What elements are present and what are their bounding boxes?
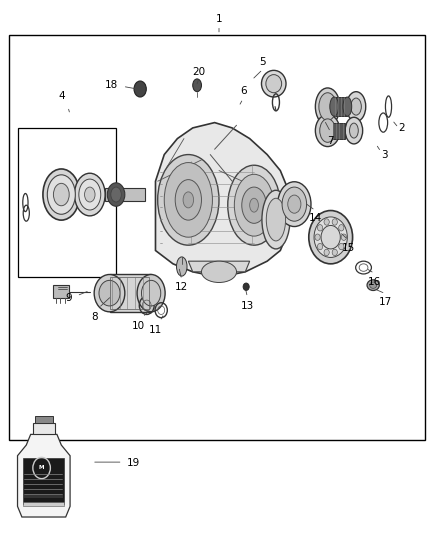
Ellipse shape [94,274,125,312]
Bar [328,100,356,113]
Ellipse shape [111,187,121,202]
Ellipse shape [367,280,379,290]
Circle shape [339,224,344,231]
Text: 3: 3 [381,150,388,159]
Ellipse shape [309,211,353,264]
Ellipse shape [319,93,336,120]
Text: 1: 1 [215,14,223,24]
Ellipse shape [315,115,340,147]
Text: M: M [39,465,44,471]
Bar [53,285,69,298]
Ellipse shape [370,282,377,288]
Ellipse shape [74,173,105,216]
Text: 16: 16 [368,277,381,287]
Bar [18,128,116,277]
Ellipse shape [343,97,352,116]
Ellipse shape [234,174,274,236]
Circle shape [324,219,329,225]
Text: 17: 17 [379,297,392,308]
Ellipse shape [141,280,161,306]
Bar [23,502,64,506]
Ellipse shape [314,217,347,257]
Ellipse shape [107,183,125,206]
Ellipse shape [261,70,286,97]
Text: 9: 9 [66,294,72,303]
Text: 8: 8 [91,312,98,322]
Circle shape [318,224,323,231]
Bar [24,495,63,498]
Ellipse shape [278,182,311,227]
Ellipse shape [177,257,187,276]
Ellipse shape [282,187,307,221]
Ellipse shape [262,190,290,249]
Polygon shape [155,123,287,277]
Bar [110,274,151,312]
Ellipse shape [346,92,366,122]
Bar [105,188,145,201]
Ellipse shape [351,98,361,115]
Text: 2: 2 [399,123,405,133]
Text: 10: 10 [131,321,145,331]
Ellipse shape [183,192,194,208]
Ellipse shape [164,163,212,237]
Text: 13: 13 [241,301,254,311]
Circle shape [318,244,323,250]
Ellipse shape [345,117,363,144]
Text: 4: 4 [58,91,65,101]
Ellipse shape [266,198,286,241]
Bar [33,423,55,434]
Ellipse shape [79,179,101,210]
Ellipse shape [350,123,358,138]
Ellipse shape [53,183,69,206]
Ellipse shape [47,175,75,214]
Ellipse shape [158,155,219,245]
Polygon shape [18,434,70,517]
Ellipse shape [201,261,237,282]
Ellipse shape [193,79,201,92]
Circle shape [339,244,344,250]
Ellipse shape [330,97,339,116]
Ellipse shape [266,75,282,93]
Circle shape [315,234,320,240]
Ellipse shape [315,88,340,125]
Text: 12: 12 [175,282,188,293]
Ellipse shape [137,274,165,312]
Ellipse shape [99,280,120,306]
Text: 15: 15 [342,243,355,253]
Text: 11: 11 [149,325,162,335]
Bar [9,35,425,440]
Bar [333,123,345,139]
Text: 7: 7 [327,136,334,146]
Ellipse shape [320,119,336,142]
Circle shape [332,219,337,225]
Ellipse shape [288,195,301,213]
Text: 5: 5 [259,56,266,67]
Text: 6: 6 [240,86,247,96]
Bar [334,97,347,116]
Ellipse shape [43,169,80,220]
Ellipse shape [321,225,340,249]
Ellipse shape [228,165,280,245]
Bar [328,125,354,136]
Circle shape [243,283,249,290]
Text: 20: 20 [193,67,206,77]
Polygon shape [188,261,250,272]
Ellipse shape [242,187,266,223]
Circle shape [341,234,346,240]
Text: 14: 14 [309,213,322,223]
Text: 18: 18 [105,80,118,90]
Ellipse shape [85,187,95,202]
Text: 19: 19 [127,458,140,467]
Ellipse shape [250,198,258,212]
Ellipse shape [175,180,201,220]
Bar [23,458,64,504]
Ellipse shape [134,81,146,97]
Bar [35,416,53,423]
Circle shape [332,249,337,256]
Circle shape [324,249,329,256]
